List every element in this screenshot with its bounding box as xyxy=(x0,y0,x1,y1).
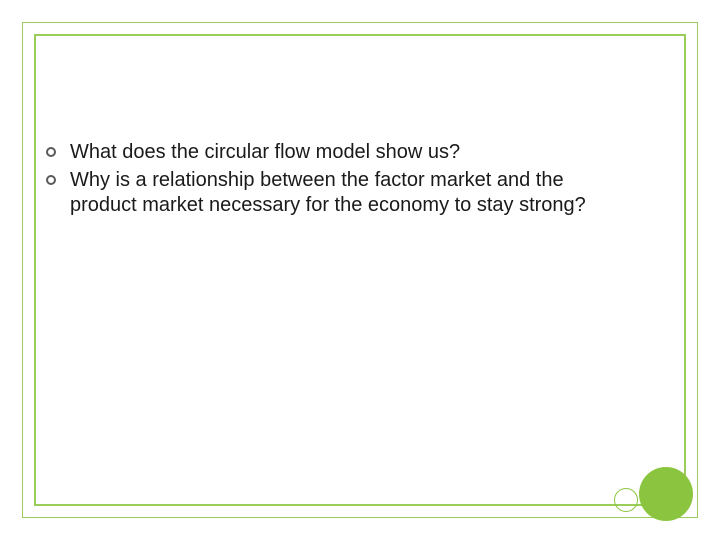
decoration-circle-small xyxy=(614,488,638,512)
frame-inner xyxy=(34,34,686,506)
bullet-text: Why is a relationship between the factor… xyxy=(70,168,630,219)
bullet-icon xyxy=(46,175,56,185)
decoration-circle-large xyxy=(639,467,693,521)
list-item: Why is a relationship between the factor… xyxy=(70,168,630,219)
bullet-list: What does the circular flow model show u… xyxy=(70,140,630,221)
bullet-text: What does the circular flow model show u… xyxy=(70,140,460,166)
list-item: What does the circular flow model show u… xyxy=(70,140,630,166)
bullet-icon xyxy=(46,147,56,157)
slide: What does the circular flow model show u… xyxy=(0,0,720,540)
